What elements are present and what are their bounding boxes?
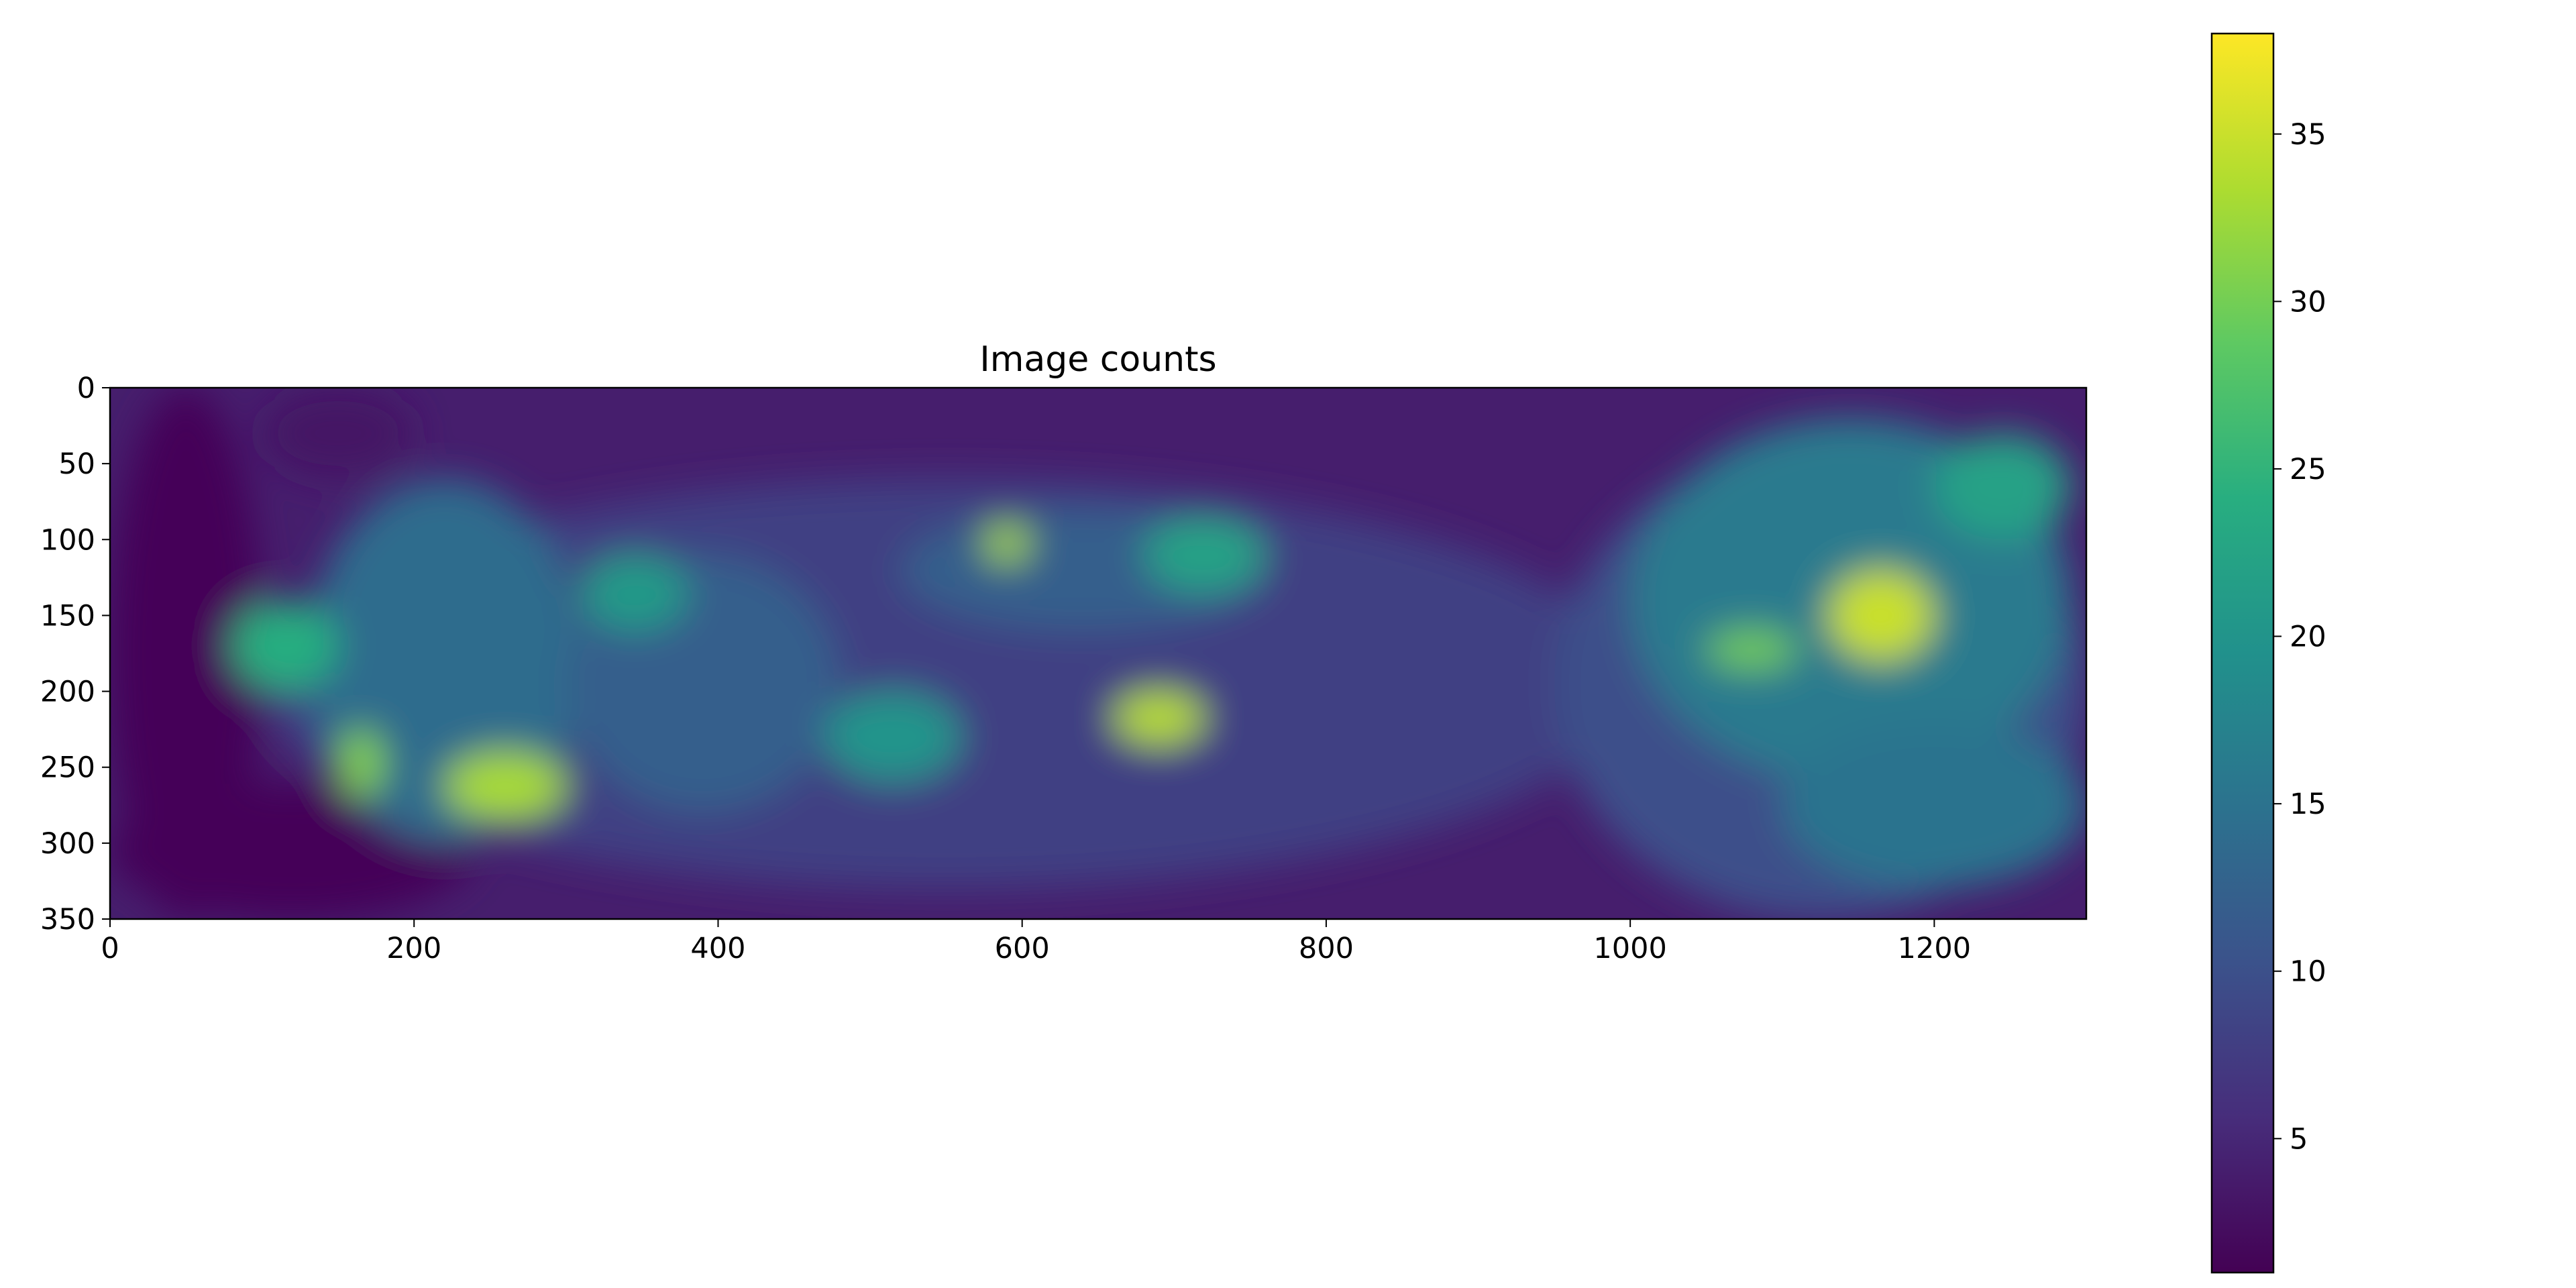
heatmap-region-10 xyxy=(824,691,962,783)
heatmap-region-15 xyxy=(984,524,1030,563)
heatmap-region-19 xyxy=(1827,570,1935,661)
heatmap-region-7 xyxy=(1782,721,2086,889)
colorbar-tick-label: 5 xyxy=(2290,1122,2308,1156)
heatmap-region-11 xyxy=(231,600,338,692)
y-tick-label: 150 xyxy=(40,599,95,633)
x-tick-label: 200 xyxy=(386,932,441,965)
x-tick-label: 1000 xyxy=(1593,932,1666,965)
colorbar: 5 10 15 20 25 30 35 xyxy=(2210,32,2326,1274)
heatmap-region-17 xyxy=(1143,517,1266,593)
colorbar-tick-label: 10 xyxy=(2290,955,2326,989)
heatmap-region-13 xyxy=(337,729,384,798)
colorbar-ticks: 5 10 15 20 25 30 35 xyxy=(2273,118,2326,1156)
heatmap-region-20 xyxy=(1934,433,2072,540)
heatmap-axes: Image counts 0 200 400 600 800 1000 1200 0 50 10… xyxy=(40,339,2088,965)
heatmap-region-14 xyxy=(444,752,566,820)
y-tick-label: 250 xyxy=(40,751,95,785)
chart-title: Image counts xyxy=(979,339,1216,380)
heatmap-region-16 xyxy=(1113,691,1205,745)
colorbar-tick-label: 35 xyxy=(2290,118,2326,152)
colorbar-tick-label: 30 xyxy=(2290,285,2326,319)
heatmap-region-2 xyxy=(262,388,415,479)
x-tick-label: 0 xyxy=(101,932,119,965)
colorbar-tick-label: 25 xyxy=(2290,453,2326,486)
colorbar-frame xyxy=(2210,32,2275,1274)
y-tick-label: 300 xyxy=(40,827,95,861)
colorbar-tick-label: 15 xyxy=(2290,788,2326,821)
heatmap-regions xyxy=(110,388,2086,919)
y-tick-label: 50 xyxy=(58,447,95,481)
heatmap-region-0 xyxy=(110,388,262,919)
colorbar-tick-label: 20 xyxy=(2290,621,2326,654)
y-tick-label: 0 xyxy=(77,372,95,405)
x-axis-ticks: 0 200 400 600 800 1000 1200 xyxy=(101,919,1971,965)
heatmap-frame xyxy=(109,386,2088,920)
x-tick-label: 1200 xyxy=(1898,932,1971,965)
y-axis-ticks: 0 50 100 150 200 250 300 350 xyxy=(40,372,110,936)
colorbar-gradient xyxy=(2212,34,2273,1273)
heatmap-region-18 xyxy=(1706,631,1798,669)
heatmap-region-12 xyxy=(581,554,688,631)
y-tick-label: 200 xyxy=(40,676,95,709)
y-tick-label: 350 xyxy=(40,903,95,936)
x-tick-label: 600 xyxy=(995,932,1050,965)
x-tick-label: 800 xyxy=(1299,932,1354,965)
x-tick-label: 400 xyxy=(690,932,745,965)
y-tick-label: 100 xyxy=(40,523,95,557)
